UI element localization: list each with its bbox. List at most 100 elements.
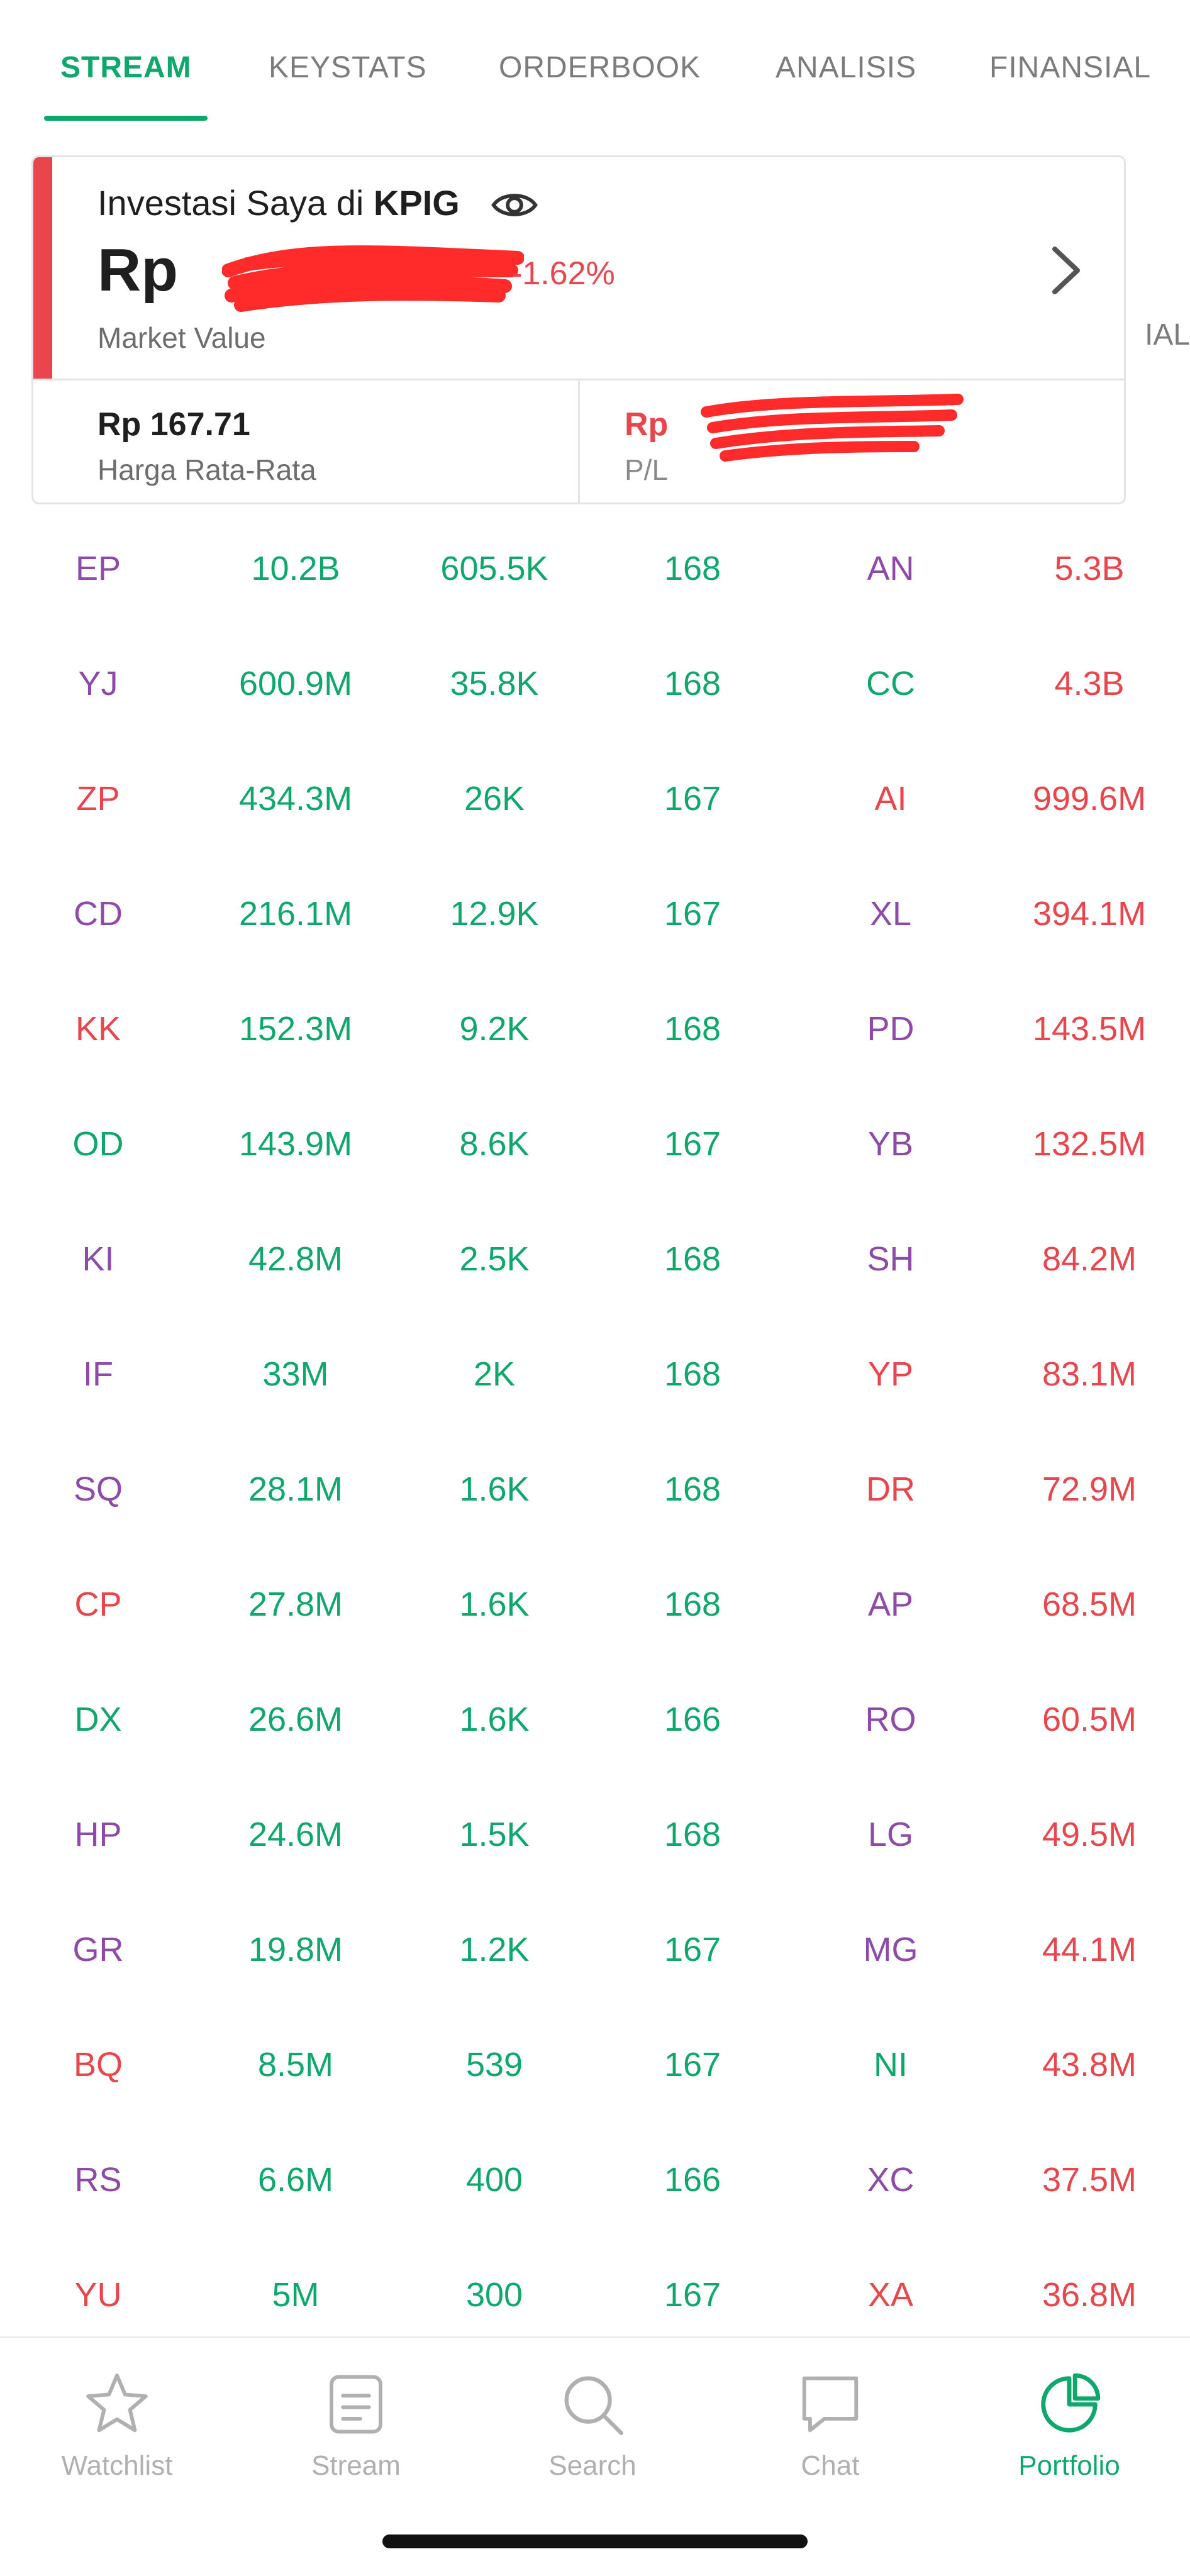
average-price-value: Rp 167.71 [97,406,250,443]
pl-label: P/L [625,453,669,486]
table-row: DX 26.6M 1.6K 166 RO 60.5M [0,1662,1190,1777]
sell-value: 84.2M [1042,1240,1137,1278]
buy-price: 167 [664,1930,721,1968]
buy-value: 24.6M [248,1815,343,1853]
buy-lot: 539 [465,2045,523,2084]
buy-value: 8.5M [257,2045,334,2084]
table-row: IF 33M 2K 168 YP 83.1M [0,1316,1190,1431]
buy-lot: 9.2K [459,1009,530,1048]
top-tab-bar: STREAM KEYSTATS ORDERBOOK ANALISIS FINAN… [0,0,1190,123]
market-value-label: Market Value [97,321,266,354]
buyer-code: GR [72,1930,124,1968]
table-row: RS 6.6M 400 166 XC 37.5M [0,2122,1190,2237]
seller-code: CC [866,664,915,702]
buy-lot: 1.2K [459,1930,530,1968]
card-divider-vertical [578,379,580,502]
buy-lot: 1.5K [459,1815,530,1853]
seller-code: SH [867,1240,915,1278]
buy-value: 6.6M [257,2160,334,2199]
buy-lot: 2K [473,1355,516,1393]
nav-stream[interactable]: Stream [262,2357,450,2502]
buy-value: 600.9M [238,664,353,702]
sell-value: 132.5M [1032,1124,1147,1163]
seller-code: PD [867,1009,915,1048]
buyer-code: ZP [76,779,120,818]
sell-value: 68.5M [1042,1585,1137,1623]
sell-value: 394.1M [1032,894,1147,933]
sell-value: 36.8M [1042,2275,1137,2314]
buyer-code: SQ [73,1470,123,1508]
buyer-code: BQ [73,2045,123,2084]
search-icon [564,2376,624,2436]
buy-lot: 1.6K [459,1585,530,1623]
sell-value: 43.8M [1042,2045,1137,2084]
table-row: CP 27.8M 1.6K 168 AP 68.5M [0,1546,1190,1662]
buyer-code: KK [75,1009,121,1048]
nav-chat[interactable]: Chat [736,2357,925,2502]
market-value-change: -1.62% [511,255,615,292]
seller-code: YB [867,1124,914,1163]
tab-orderbook[interactable]: ORDERBOOK [499,51,701,84]
average-price-label: Harga Rata-Rata [97,453,316,486]
active-tab-indicator [44,116,208,121]
seller-code: XL [869,894,912,933]
buyer-code: KI [82,1240,114,1278]
buyer-code: HP [74,1815,122,1853]
investment-card[interactable]: Investasi Saya di KPIG Rp -1.62% Market … [31,155,1126,504]
tab-keystats[interactable]: KEYSTATS [269,51,427,84]
table-row: ZP 434.3M 26K 167 AI 999.6M [0,741,1190,856]
redaction-scribble [222,245,524,312]
market-value-row: Rp [97,236,178,305]
buyer-code: IF [83,1355,113,1393]
buyer-code: DX [74,1700,122,1738]
buy-price: 166 [664,2160,721,2199]
tab-finansial[interactable]: FINANSIAL [989,51,1152,84]
star-icon [86,2373,148,2433]
nav-portfolio[interactable]: Portfolio [975,2357,1164,2502]
buy-price: 168 [664,1355,721,1393]
buy-price: 167 [664,894,721,933]
nav-portfolio-label: Portfolio [1018,2450,1120,2481]
nav-search[interactable]: Search [498,2357,687,2502]
home-indicator [382,2534,808,2548]
sell-value: 49.5M [1042,1815,1137,1853]
buy-value: 33M [262,1355,329,1393]
nav-search-label: Search [548,2450,637,2481]
buy-price: 168 [664,1240,721,1278]
seller-code: XA [867,2275,914,2314]
chevron-right-icon[interactable] [1040,239,1090,302]
sell-value: 37.5M [1042,2160,1137,2199]
sell-value: 60.5M [1042,1700,1137,1738]
sell-value: 143.5M [1032,1009,1147,1048]
broker-summary-table: EP 10.2B 605.5K 168 AN 5.3B YJ 600.9M 35.8K 168 CC… [0,511,1190,2352]
buy-value: 216.1M [238,894,353,933]
seller-code: RO [865,1700,916,1738]
chat-icon [802,2376,859,2433]
nav-watchlist-label: Watchlist [61,2450,173,2481]
nav-watchlist[interactable]: Watchlist [23,2357,211,2502]
table-row: YJ 600.9M 35.8K 168 CC 4.3B [0,626,1190,741]
buy-price: 168 [664,1470,721,1508]
sell-value: 72.9M [1042,1470,1137,1508]
buy-value: 10.2B [251,549,340,587]
card-accent-bar [33,157,52,379]
buy-value: 27.8M [248,1585,343,1623]
buy-lot: 26K [464,779,525,818]
eye-icon[interactable] [489,180,540,230]
table-row: CD 216.1M 12.9K 167 XL 394.1M [0,856,1190,971]
buy-value: 28.1M [248,1470,343,1508]
buy-value: 152.3M [238,1009,353,1048]
buy-lot: 2.5K [459,1240,530,1278]
buyer-code: YJ [78,664,118,702]
table-row: EP 10.2B 605.5K 168 AN 5.3B [0,511,1190,626]
redaction-scribble-pl [701,394,964,462]
buy-price: 167 [664,2275,721,2314]
sell-value: 83.1M [1042,1355,1137,1393]
buy-price: 166 [664,1700,721,1738]
tab-stream[interactable]: STREAM [60,51,192,84]
tab-analisis[interactable]: ANALISIS [776,51,917,84]
seller-code: DR [866,1470,915,1508]
buy-lot: 605.5K [440,549,548,587]
nav-chat-label: Chat [801,2450,860,2481]
table-row: KI 42.8M 2.5K 168 SH 84.2M [0,1201,1190,1316]
